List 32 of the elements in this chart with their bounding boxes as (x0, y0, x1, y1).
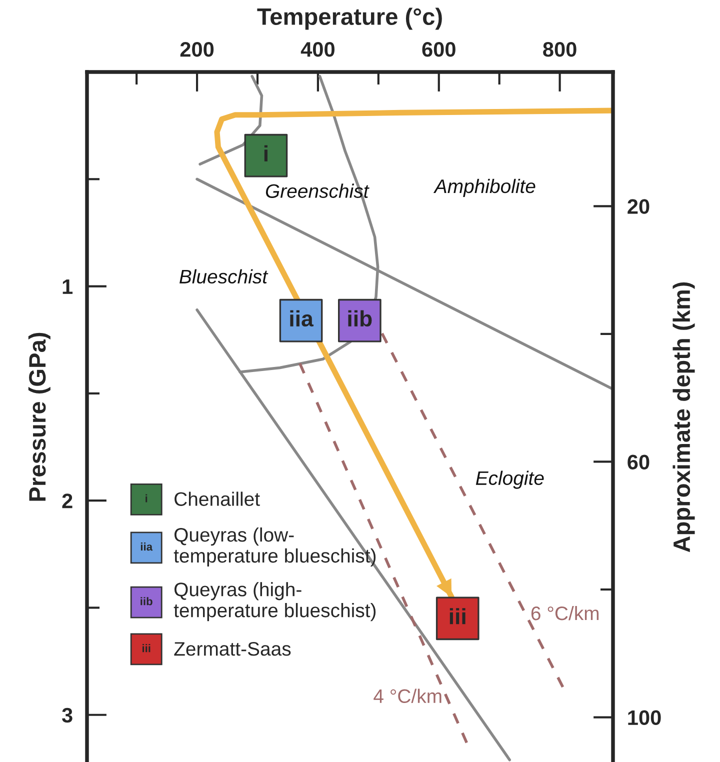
text: i (146, 494, 148, 502)
annotation: 4 °C/km (374, 688, 442, 704)
x-axis-title: Temperature (°c) (257, 8, 442, 30)
y-axis-title: Pressure (GPa) (28, 332, 50, 501)
x-tick-label: 400 (300, 42, 334, 57)
x-tick-label: 600 (422, 42, 456, 57)
annotation: Greenschist (266, 184, 370, 198)
text: iib (140, 597, 152, 606)
y2-tick-label: 20 (628, 199, 650, 214)
data-label: iia (290, 310, 314, 327)
annotation: Blueschist (180, 269, 268, 284)
data-label: i (264, 145, 268, 162)
y2-tick-label: 60 (628, 454, 650, 470)
y-tick-label: 3 (62, 708, 72, 723)
x-tick-label: 200 (180, 42, 214, 57)
x-tick-label: 800 (543, 42, 576, 57)
legend-label: Zermatt-Saas (174, 642, 291, 656)
y2-tick-label: 100 (628, 710, 661, 726)
annotation: Amphibolite (433, 178, 536, 197)
y2-axis-title: Approximate depth (km) (672, 282, 695, 552)
annotation: 6 °C/km (531, 606, 599, 620)
text: iia (140, 542, 153, 551)
y-tick-label: 2 (62, 494, 72, 508)
legend-label: Chenaillet (174, 492, 260, 506)
legend-label: Queyras (high- temperature blueschist) (174, 582, 376, 622)
legend-label: Queyras (low- temperature blueschist) (174, 527, 376, 567)
data-label: iib (348, 310, 372, 327)
data-label: iii (450, 608, 466, 624)
text: iii (142, 644, 150, 652)
y-tick-label: 1 (62, 280, 73, 294)
point (244, 134, 288, 178)
annotation: Eclogite (476, 470, 544, 489)
